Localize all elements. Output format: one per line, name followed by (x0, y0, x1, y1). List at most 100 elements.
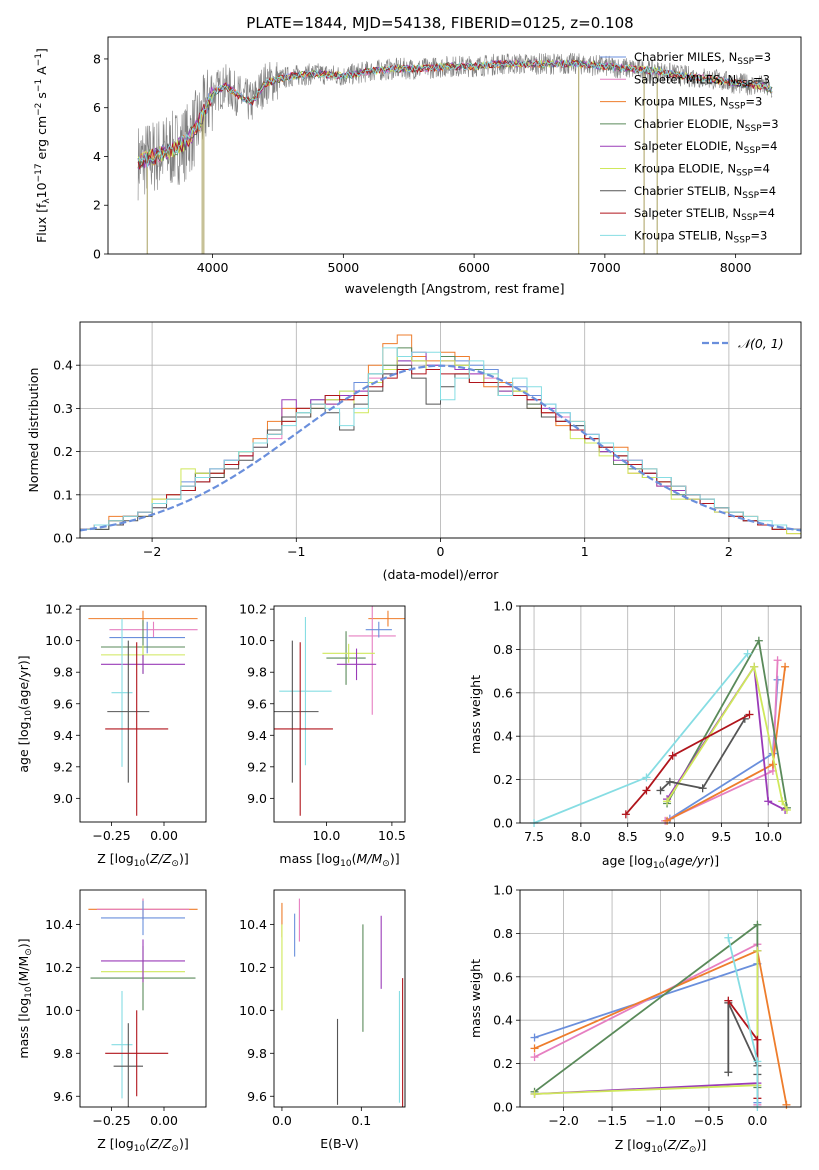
x-tick-label: −1 (287, 544, 305, 559)
y-tick-label: 10.4 (239, 917, 267, 932)
label-part: =4 (759, 184, 776, 198)
spectrum-data-line (137, 52, 773, 201)
axes-frame (273, 605, 406, 823)
y-tick-label: 0.0 (53, 531, 73, 546)
weight-line (727, 937, 759, 1107)
y-tick-label: 9.6 (53, 1089, 73, 1104)
label-part: Z [log (97, 851, 133, 866)
label-part: ( (664, 853, 669, 868)
weight_vs_Z-panel: −2.0 −1.5 −1.0 −0.5 0.0 0.0 0.2 0.4 0.6 0.8 1.0 Z [… (468, 883, 802, 1155)
label-part: s (34, 92, 49, 103)
x-tick-label: 9.0 (665, 829, 685, 844)
y-tick-label: 10.0 (239, 1003, 267, 1018)
x-tick-label: 0.0 (272, 1113, 292, 1128)
label-part: λ (42, 198, 52, 204)
label-part: (age/yr)] (16, 655, 31, 710)
label-part: 10 (24, 986, 34, 998)
label-part: =3 (750, 228, 767, 242)
x-axis-label: Z [log10(Z/Z⊙)] (97, 1136, 188, 1154)
label-part: −2 (34, 103, 44, 116)
x-tick-label: 4000 (197, 260, 229, 275)
legend-label: Salpeter MILES, NSSP=3 (634, 72, 770, 89)
label-part: Salpeter STELIB, N (634, 206, 741, 220)
y-tick-label: 9.2 (247, 759, 267, 774)
label-part: SSP (729, 102, 746, 112)
y-tick-label: 9.6 (247, 696, 267, 711)
label-part: age/yr (669, 853, 710, 868)
y-axis-label: mass [log10(M/M⊙)] (16, 938, 34, 1058)
x-axis-label: (data-model)/error (383, 567, 500, 582)
weight-line (666, 664, 788, 811)
x-tick-label: 0.1 (351, 1113, 371, 1128)
y-tick-label: 9.8 (247, 1046, 267, 1061)
y-tick-label: 9.0 (247, 791, 267, 806)
y-tick-label: 9.8 (53, 665, 73, 680)
y-tick-label: 0.1 (53, 487, 73, 502)
y-tick-label: 0.8 (493, 642, 513, 657)
x-axis-label: wavelength [Angstrom, rest frame] (344, 281, 564, 296)
legend-label: Kroupa MILES, NSSP=3 (634, 95, 762, 112)
label-part: Z/Z (149, 851, 172, 866)
label-part: ⊙ (171, 859, 179, 869)
label-part: 10 (24, 710, 34, 722)
axes-frame (107, 36, 802, 255)
x-tick-label: −2 (143, 544, 161, 559)
x-tick-label: −1.0 (645, 1113, 675, 1128)
legend-label: Kroupa STELIB, NSSP=3 (634, 228, 767, 245)
label-part: Chabrier MILES, N (634, 50, 737, 64)
y-tick-label: 0.2 (53, 444, 73, 459)
x-tick-label: 8000 (720, 260, 752, 275)
y-tick-label: 2 (93, 198, 101, 213)
y-tick-label: 10.2 (239, 960, 267, 975)
weight-line (534, 942, 759, 1105)
weight-line (534, 950, 759, 1095)
label-part: age [log (602, 853, 653, 868)
label-part: −1 (34, 53, 44, 66)
y-tick-label: 0.4 (493, 1013, 513, 1028)
label-part: 10 (34, 182, 49, 198)
x-tick-label: −2.0 (548, 1113, 578, 1128)
x-tick-label: 0.0 (747, 1113, 767, 1128)
label-part: )] (16, 938, 31, 948)
y-tick-label: 0.3 (53, 401, 73, 416)
weight_vs_age-panel: 7.5 8.0 8.5 9.0 9.5 10.0 0.0 0.2 0.4 0.6 0.8 1.0 age… (468, 599, 802, 871)
axes-frame (273, 889, 406, 1108)
label-part: Kroupa MILES, N (634, 95, 729, 109)
y-tick-label: 9.8 (53, 1046, 73, 1061)
legend-label: Salpeter STELIB, NSSP=4 (634, 206, 775, 223)
x-tick-label: 0.00 (150, 1113, 178, 1128)
weight-line (659, 718, 746, 792)
x-tick-label: 9.5 (711, 829, 731, 844)
y-tick-label: 0.2 (493, 772, 513, 787)
x-tick-label: 0 (437, 544, 445, 559)
label-part: ⊙ (382, 859, 390, 869)
label-part: ( (145, 851, 150, 866)
y-tick-label: 8 (93, 51, 101, 66)
label-part: 10 (134, 859, 146, 869)
label-part: =4 (758, 206, 775, 220)
legend-label: Chabrier ELODIE, NSSP=3 (634, 117, 779, 134)
histogram-step-line (80, 347, 801, 530)
label-part: Z [log (97, 1136, 133, 1151)
axes-frame (519, 889, 802, 1108)
y-tick-label: 0.4 (53, 358, 73, 373)
histogram-panel: −2 −1 0 1 2 0.0 0.1 0.2 0.3 0.4 𝒩(0, 1) (data-model… (26, 321, 802, 582)
label-part: age [log (16, 721, 31, 772)
gaussian-curve (80, 364, 801, 532)
y-tick-label: 10.2 (239, 602, 267, 617)
label-part: ⊙ (171, 1144, 179, 1154)
x-tick-label: 10.0 (754, 829, 782, 844)
legend-label: Chabrier MILES, NSSP=3 (634, 50, 771, 67)
y-tick-label: 0.0 (493, 1100, 513, 1115)
y-tick-label: 0.4 (493, 729, 513, 744)
label-part: 10 (651, 1145, 663, 1155)
mass_vs_Z-panel: −0.25 0.009.69.810.010.210.4Z [log10(Z/Z⊙… (16, 889, 207, 1154)
label-part: Chabrier STELIB, N (634, 184, 742, 198)
label-part: Kroupa ELODIE, N (634, 162, 736, 176)
y-tick-label: 1.0 (493, 599, 513, 614)
label-part: Chabrier ELODIE, N (634, 117, 745, 131)
y-tick-label: 10.2 (45, 602, 73, 617)
label-part: )] (179, 1136, 189, 1151)
axes-frame (519, 605, 802, 824)
x-tick-label: 6000 (458, 260, 490, 275)
